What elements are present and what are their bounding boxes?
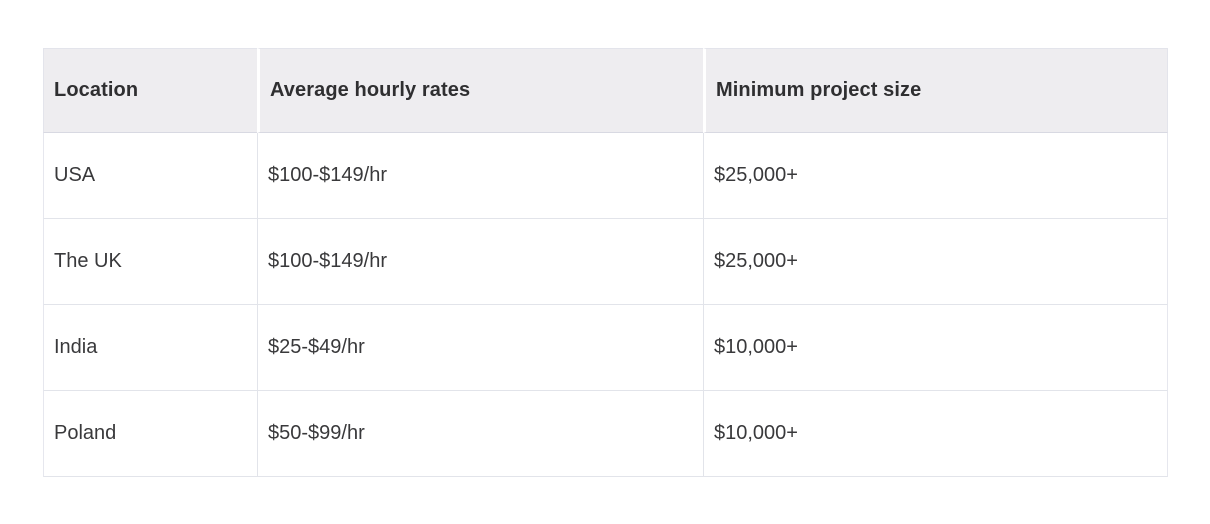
cell-hourly-rate: $50-$99/hr (257, 391, 703, 477)
cell-min-project-size: $10,000+ (703, 391, 1168, 477)
table-row: The UK $100-$149/hr $25,000+ (43, 219, 1168, 305)
rates-table: Location Average hourly rates Minimum pr… (43, 48, 1168, 477)
column-header-average-hourly-rates: Average hourly rates (257, 48, 703, 133)
column-header-location: Location (43, 48, 257, 133)
table-row: USA $100-$149/hr $25,000+ (43, 133, 1168, 219)
cell-min-project-size: $10,000+ (703, 305, 1168, 391)
table-row: India $25-$49/hr $10,000+ (43, 305, 1168, 391)
cell-hourly-rate: $100-$149/hr (257, 133, 703, 219)
cell-hourly-rate: $100-$149/hr (257, 219, 703, 305)
table-row: Poland $50-$99/hr $10,000+ (43, 391, 1168, 477)
cell-min-project-size: $25,000+ (703, 133, 1168, 219)
cell-hourly-rate: $25-$49/hr (257, 305, 703, 391)
cell-min-project-size: $25,000+ (703, 219, 1168, 305)
cell-location: Poland (43, 391, 257, 477)
table-header-row: Location Average hourly rates Minimum pr… (43, 48, 1168, 133)
cell-location: USA (43, 133, 257, 219)
column-header-minimum-project-size: Minimum project size (703, 48, 1168, 133)
cell-location: The UK (43, 219, 257, 305)
cell-location: India (43, 305, 257, 391)
